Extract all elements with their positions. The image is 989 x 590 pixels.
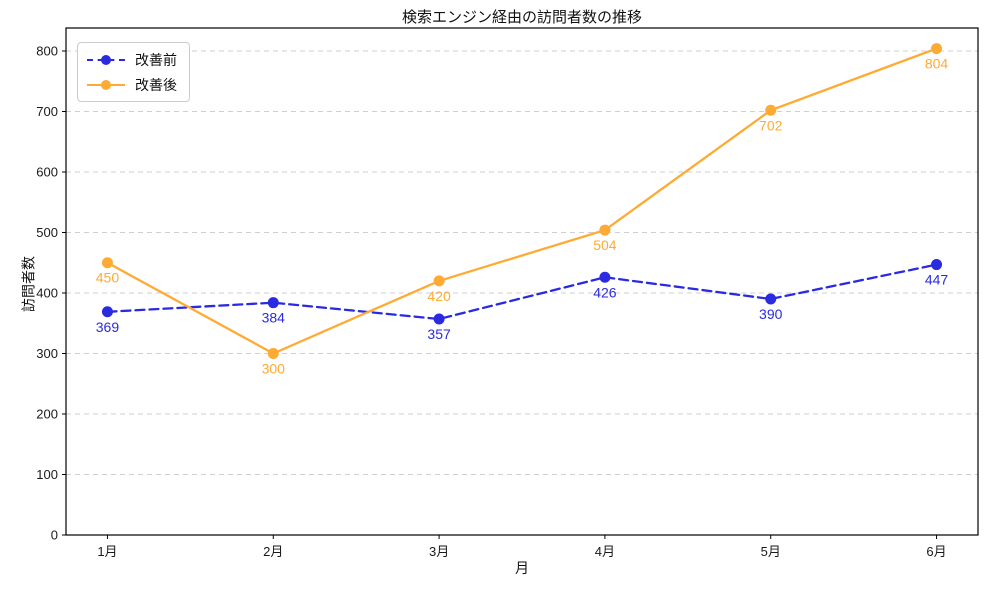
series-line [106, 263, 938, 321]
data-point-label: 384 [262, 310, 286, 326]
data-point-label: 357 [427, 326, 451, 342]
y-tick-label: 500 [36, 225, 58, 240]
data-point [599, 224, 611, 236]
data-point-label: 504 [593, 237, 617, 253]
data-point-label: 390 [759, 306, 783, 322]
data-point-label: 447 [925, 272, 949, 288]
y-tick-label: 600 [36, 164, 58, 179]
y-tick-label: 0 [51, 528, 58, 543]
legend-item: 改善後 [87, 74, 177, 95]
x-axis-label: 月 [515, 560, 529, 576]
legend: 改善前 改善後 [77, 42, 190, 102]
data-point-label: 804 [925, 56, 949, 72]
data-point [267, 347, 279, 359]
data-point [101, 306, 113, 318]
x-tick-label: 1月 [97, 544, 117, 559]
data-point [433, 275, 445, 287]
plot-border [65, 27, 979, 536]
data-point-label: 702 [759, 117, 783, 133]
data-point-label: 450 [96, 270, 120, 286]
y-axis-label: 訪問者数 [20, 256, 37, 312]
y-tick-label: 800 [36, 43, 58, 58]
legend-line-icon [87, 54, 125, 66]
legend-marker-icon [101, 54, 111, 65]
legend-marker-icon [101, 79, 111, 90]
data-point [765, 293, 777, 305]
x-tick-label: 3月 [429, 544, 449, 559]
data-point-label: 369 [96, 319, 120, 335]
data-point-label: 426 [593, 284, 617, 300]
x-tick-label: 5月 [761, 544, 781, 559]
y-tick-label: 700 [36, 104, 58, 119]
series-line [106, 47, 938, 355]
y-tick-label: 400 [36, 285, 58, 300]
x-tick-label: 4月 [595, 544, 615, 559]
data-point-label: 300 [262, 360, 286, 376]
data-point [101, 257, 113, 269]
y-tick-label: 200 [36, 406, 58, 421]
data-point [599, 271, 611, 283]
data-point [931, 43, 943, 55]
legend-label: 改善後 [135, 76, 177, 93]
x-tick-label: 6月 [926, 544, 946, 559]
data-point [931, 259, 943, 271]
data-point [765, 104, 777, 116]
data-point [267, 297, 279, 309]
data-point [433, 313, 445, 325]
data-point-label: 420 [427, 288, 451, 304]
y-tick-label: 300 [36, 346, 58, 361]
legend-item: 改善前 [87, 49, 177, 70]
legend-line-icon [87, 79, 125, 91]
legend-label: 改善前 [135, 51, 177, 68]
chart-title: 検索エンジン経由の訪問者数の推移 [401, 9, 642, 26]
x-tick-label: 2月 [263, 544, 283, 559]
y-tick-label: 100 [36, 467, 58, 482]
